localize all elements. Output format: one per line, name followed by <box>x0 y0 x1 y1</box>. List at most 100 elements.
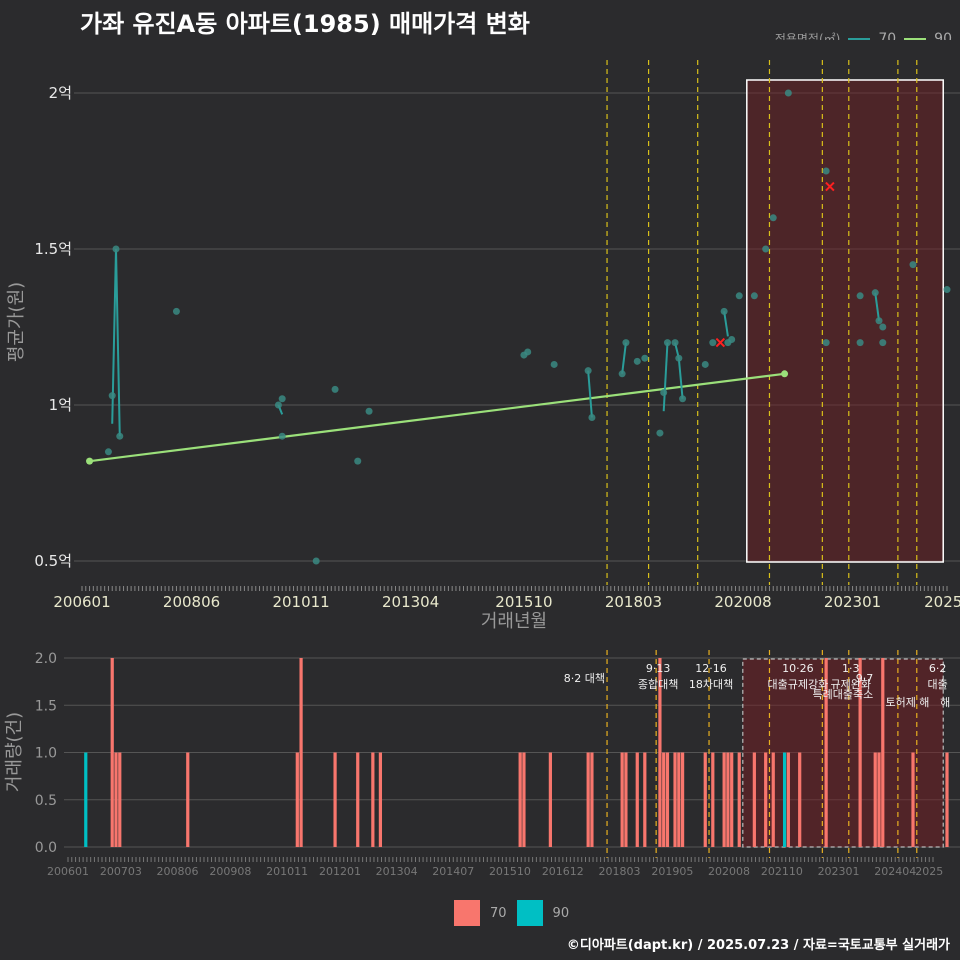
legend-swatch-90 <box>516 900 543 926</box>
volume-bar <box>703 752 707 847</box>
y2-tick-label: 2.0 <box>35 651 57 667</box>
series-70-point <box>701 360 709 368</box>
x2-tick-label: 200908 <box>209 865 251 878</box>
policy-annotation: 해 <box>940 695 950 709</box>
series-70-point <box>112 245 120 253</box>
highlight-region-2 <box>742 658 944 848</box>
volume-bar <box>371 752 375 847</box>
series-70-point <box>750 292 758 300</box>
x2-tick-label: 201803 <box>598 865 640 878</box>
volume-bar <box>356 752 360 847</box>
source-footer: ©디아파트(dapt.kr) / 2025.07.23 / 자료=국토교통부 실… <box>566 938 950 953</box>
y-tick-label: 1.5억 <box>34 240 72 258</box>
x2-tick-label: 202301 <box>818 865 860 878</box>
series-70-point <box>709 339 717 347</box>
policy-annotation: 12·16 <box>695 662 727 675</box>
volume-bar <box>726 752 730 847</box>
policy-annotation: 8·2 대책 <box>564 672 605 685</box>
x2-tick-label: 200703 <box>100 865 142 878</box>
volume-bar <box>786 752 790 847</box>
volume-bar <box>186 752 190 847</box>
volume-bar <box>114 752 118 847</box>
plot-area <box>74 40 955 585</box>
series-70-point <box>784 89 792 97</box>
policy-annotation: 9·13 <box>646 662 671 675</box>
x-tick-label: 202301 <box>824 593 881 611</box>
series-70-point <box>679 395 687 403</box>
volume-bar <box>764 752 768 847</box>
series-70-point <box>278 395 286 403</box>
series-70-point <box>822 339 830 347</box>
series-70-point <box>641 354 649 362</box>
y-tick-label: 0.5억 <box>34 552 72 570</box>
y-axis-title: 평균가(원) <box>6 282 27 362</box>
series-70-point <box>675 354 683 362</box>
volume-bar <box>590 752 594 847</box>
x-tick-label: 202008 <box>714 593 771 611</box>
x-axis-title: 거래년월 <box>481 611 547 632</box>
y2-tick-label: 0.0 <box>35 840 57 856</box>
volume-bar <box>673 752 677 847</box>
volume-bar <box>677 752 681 847</box>
volume-bar <box>643 752 647 847</box>
series-70-point <box>663 339 671 347</box>
x2-tick-label: 201905 <box>651 865 693 878</box>
volume-bar <box>84 752 88 847</box>
x-tick-label: 2025 <box>924 593 960 611</box>
policy-annotation: 종합대책 <box>638 678 678 691</box>
series-70-point <box>660 389 668 397</box>
volume-bar <box>548 752 552 847</box>
policy-annotation: 대출 <box>928 678 948 691</box>
series-70-point <box>354 457 362 465</box>
series-70-line <box>874 292 881 321</box>
y-tick-label: 1억 <box>49 396 72 414</box>
x2-tick-label: 201304 <box>376 865 418 878</box>
volume-bar <box>118 752 122 847</box>
policy-annotation: 토허제 해 <box>885 695 929 709</box>
x-tick-label: 200806 <box>163 593 220 611</box>
volume-bar <box>873 752 877 847</box>
series-70-point <box>622 339 630 347</box>
series-70-line <box>587 370 593 418</box>
series-70-point <box>856 339 864 347</box>
legend-line-70 <box>848 37 871 40</box>
volume-bar <box>378 752 383 847</box>
x-tick-label: 201510 <box>495 593 552 611</box>
legend-line-90 <box>904 37 927 40</box>
series-70-point <box>769 214 777 222</box>
volume-bar <box>911 752 915 847</box>
volume-legend: 70 90 <box>454 900 569 926</box>
series-70-point <box>875 317 883 325</box>
legend-label-90-volume: 90 <box>552 905 570 921</box>
series-90-point <box>86 457 94 465</box>
volume-bar <box>798 752 802 847</box>
y-tick-label: 2억 <box>49 84 72 102</box>
series-70-point <box>588 413 596 421</box>
volume-bar <box>586 752 590 847</box>
x2-tick-label: 200806 <box>157 865 199 878</box>
series-70-point <box>856 292 864 300</box>
volume-bar <box>665 752 670 847</box>
volume-bar <box>299 658 303 847</box>
volume-bar <box>680 752 685 847</box>
series-70-point <box>104 448 112 456</box>
volume-bar <box>771 752 775 847</box>
series-70-point <box>728 335 736 343</box>
y2-tick-label: 1.0 <box>35 746 57 762</box>
volume-bar <box>333 752 337 847</box>
policy-annotation: 규제완화 <box>831 678 871 691</box>
volume-bar <box>824 658 828 847</box>
x-tick-label: 200601 <box>53 593 110 611</box>
x2-tick-label: 2025 <box>915 865 943 878</box>
highlight-region <box>746 79 944 563</box>
series-70-point <box>116 432 124 440</box>
series-70-point <box>671 339 679 347</box>
series-70-point <box>762 245 770 253</box>
volume-bar <box>881 658 885 847</box>
series-70-point <box>618 370 626 378</box>
volume-bar <box>522 752 526 847</box>
policy-annotation: 18차대책 <box>689 678 733 691</box>
x2-tick-label: 200601 <box>47 865 89 878</box>
series-70-point <box>633 357 641 365</box>
series-70-line <box>621 342 627 374</box>
